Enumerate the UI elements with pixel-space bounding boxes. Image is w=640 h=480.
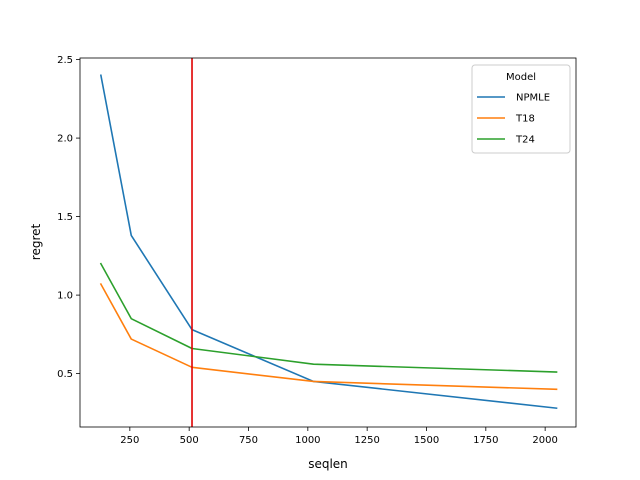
legend-label-npmle: NPMLE bbox=[516, 93, 550, 104]
y-axis-ticks: 0.5 1.0 1.5 2.0 2.5 bbox=[57, 55, 80, 380]
plot-frame bbox=[79, 57, 577, 428]
x-tick-label: 1750 bbox=[473, 435, 498, 446]
legend-title: Model bbox=[506, 72, 536, 83]
x-tick-label: 1000 bbox=[295, 435, 320, 446]
x-tick-label: 1250 bbox=[354, 435, 379, 446]
x-tick-label: 750 bbox=[239, 435, 258, 446]
legend-entries: NPMLE T18 T24 bbox=[477, 93, 550, 146]
x-tick-label: 2000 bbox=[532, 435, 557, 446]
x-axis-ticks: 250 500 750 1000 1250 1500 1750 2000 bbox=[120, 427, 558, 446]
plot-content bbox=[99, 58, 558, 427]
y-tick-label: 0.5 bbox=[57, 369, 73, 380]
x-axis-label: seqlen bbox=[308, 457, 348, 471]
y-tick-label: 1.0 bbox=[57, 291, 73, 302]
legend-label-t24: T24 bbox=[515, 135, 535, 146]
x-tick-label: 250 bbox=[120, 435, 139, 446]
legend-box bbox=[471, 64, 571, 154]
y-tick-label: 2.5 bbox=[57, 55, 73, 66]
y-tick-label: 1.5 bbox=[57, 212, 73, 223]
legend-label-t18: T18 bbox=[515, 114, 535, 125]
legend: Model NPMLE T18 T24 bbox=[471, 64, 571, 154]
y-axis-label: regret bbox=[29, 223, 43, 260]
y-tick-label: 2.0 bbox=[57, 134, 73, 145]
x-tick-label: 500 bbox=[180, 435, 199, 446]
series-line-t24 bbox=[99, 262, 558, 373]
x-tick-label: 1500 bbox=[414, 435, 439, 446]
